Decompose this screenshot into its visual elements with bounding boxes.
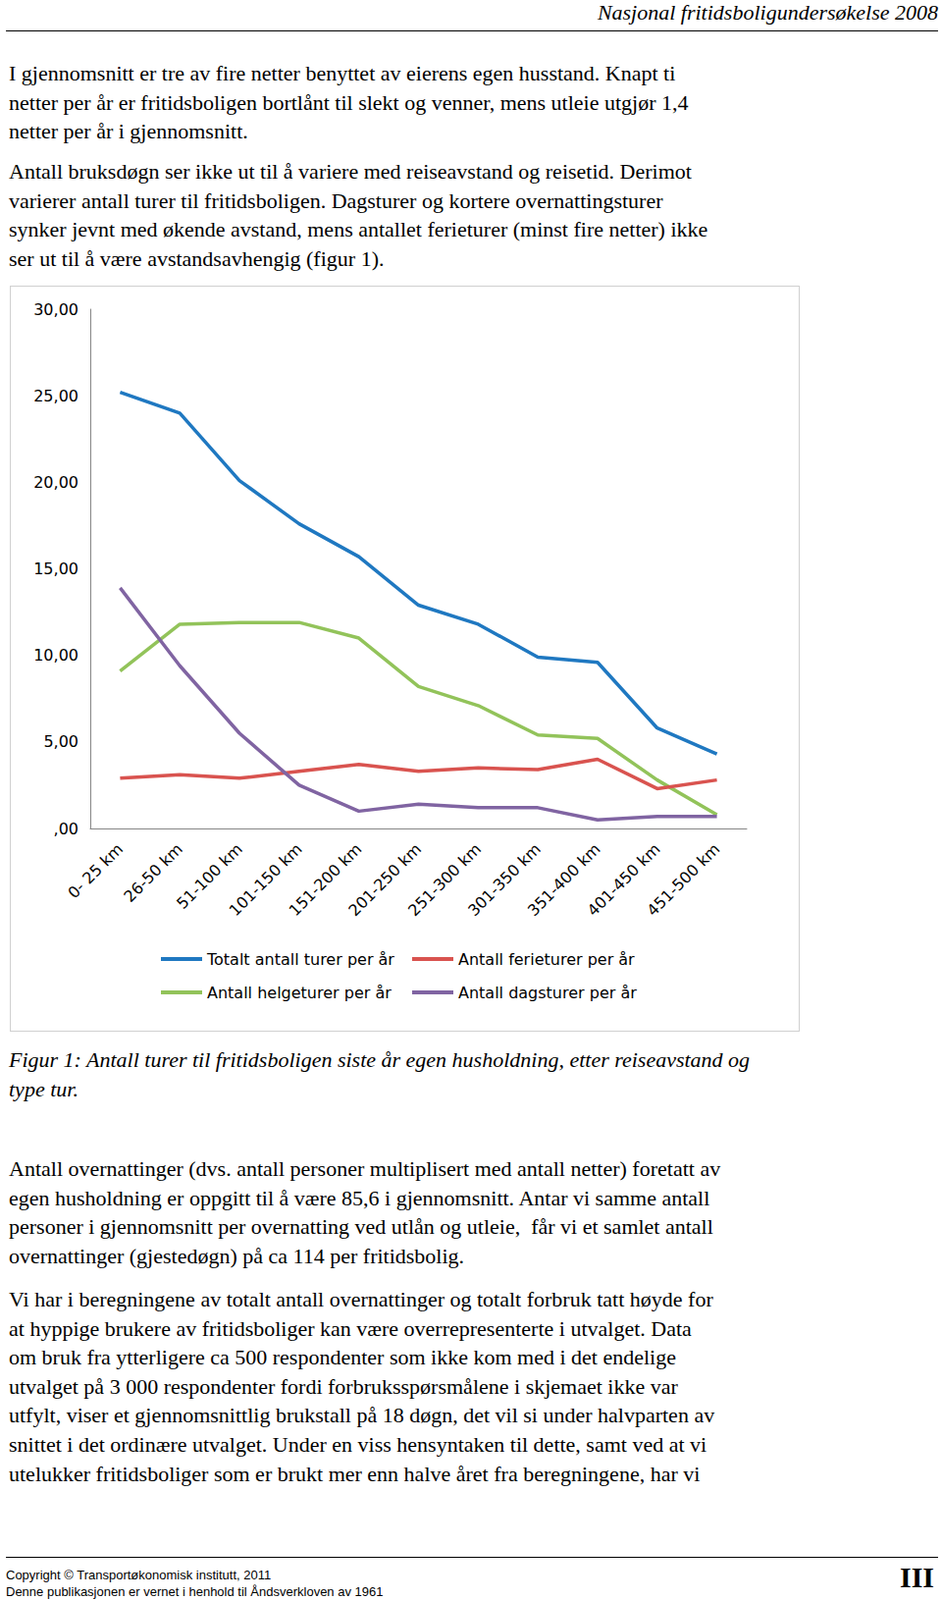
html-text:Denne publikasjonen er vernet: Denne publikasjonen er vernet i henhold … <box>5 1583 384 1599</box>
html-text:Antall bruksdøgn ser ikke ut t: Antall bruksdøgn ser ikke ut til å varie… <box>8 158 692 184</box>
svg-text:Totalt antall turer per år: Totalt antall turer per år <box>206 949 395 969</box>
svg-text:Antall dagsturer per år: Antall dagsturer per år <box>458 983 637 1002</box>
svg-text:351-400 km: 351-400 km <box>523 839 605 920</box>
html-text:ser ut til å være avstandsavhe: ser ut til å være avstandsavhengig (figu… <box>8 246 385 271</box>
svg-text:20,00: 20,00 <box>33 472 79 492</box>
html-text:I gjennomsnitt er tre av fire: I gjennomsnitt er tre av fire netter ben… <box>8 60 676 86</box>
svg-text:101-150 km: 101-150 km <box>225 839 306 920</box>
html-text:Antall overnattinger (dvs. ant: Antall overnattinger (dvs. antall person… <box>8 1155 721 1181</box>
svg-text:Antall ferieturer per år: Antall ferieturer per år <box>458 949 635 969</box>
svg-text:0- 25 km: 0- 25 km <box>63 838 127 902</box>
svg-text:401-450 km: 401-450 km <box>583 839 664 920</box>
html-text:utvalget på 3 000 respondenter: utvalget på 3 000 respondenter fordi for… <box>8 1373 678 1399</box>
svg-text:Antall helgeturer per år: Antall helgeturer per år <box>207 983 392 1002</box>
svg-text:251-300 km: 251-300 km <box>404 839 485 920</box>
html-text:varierer antall turer til frit: varierer antall turer til fritidsboligen… <box>8 188 663 213</box>
html-text:Nasjonal fritidsboligundersøke: Nasjonal fritidsboligundersøkelse 2008 <box>597 0 939 25</box>
svg-text:51-100 km: 51-100 km <box>172 839 247 913</box>
svg-text:201-250 km: 201-250 km <box>344 839 426 920</box>
html-text:Copyright © Transportøkonomisk: Copyright © Transportøkonomisk institutt… <box>5 1567 272 1582</box>
html-text:III: III <box>899 1560 935 1593</box>
html-text:utelukker fritidsboliger som e: utelukker fritidsboliger som er brukt me… <box>8 1460 700 1486</box>
html-text:type tur.: type tur. <box>8 1076 79 1101</box>
html-text:utfylt, viser et gjennomsnittl: utfylt, viser et gjennomsnittlig bruksta… <box>8 1402 715 1428</box>
svg-text:451-500 km: 451-500 km <box>642 838 724 920</box>
svg-text:30,00: 30,00 <box>33 300 79 319</box>
html-text:netter per år er fritidsbolige: netter per år er fritidsboligen bortlånt… <box>8 89 689 115</box>
html-text:netter per år i gjennomsnitt.: netter per år i gjennomsnitt. <box>8 118 249 144</box>
html-text:Vi har i beregningene av total: Vi har i beregningene av totalt antall o… <box>8 1286 714 1311</box>
svg-text:25,00: 25,00 <box>33 386 79 406</box>
html-text:personer i gjennomsnitt per ov: personer i gjennomsnitt per overnatting … <box>8 1214 714 1239</box>
html-text:synker jevnt med økende avstan: synker jevnt med økende avstand, mens an… <box>8 217 708 242</box>
svg-text:,00: ,00 <box>53 819 79 838</box>
html-text:at hyppige brukere av fritidsb: at hyppige brukere av fritidsboliger kan… <box>8 1315 692 1340</box>
svg-text:10,00: 10,00 <box>33 645 79 665</box>
html-text:snittet i det ordinære utvalge: snittet i det ordinære utvalget. Under e… <box>8 1431 707 1457</box>
html-text:overnattinger (gjestedøgn) på: overnattinger (gjestedøgn) på ca 114 per… <box>8 1243 465 1268</box>
html-text:Figur 1: Antall turer til frit: Figur 1: Antall turer til fritidsboligen… <box>8 1046 750 1072</box>
svg-text:26-50 km: 26-50 km <box>120 839 187 906</box>
svg-text:5,00: 5,00 <box>43 732 79 751</box>
svg-text:301-350 km: 301-350 km <box>464 839 545 920</box>
html-text:om bruk fra ytterligere ca 500: om bruk fra ytterligere ca 500 responden… <box>8 1344 677 1370</box>
html-text:egen husholdning er oppgitt ti: egen husholdning er oppgitt til å være 8… <box>8 1184 710 1210</box>
svg-text:151-200 km: 151-200 km <box>285 839 366 920</box>
svg-text:15,00: 15,00 <box>33 559 79 578</box>
